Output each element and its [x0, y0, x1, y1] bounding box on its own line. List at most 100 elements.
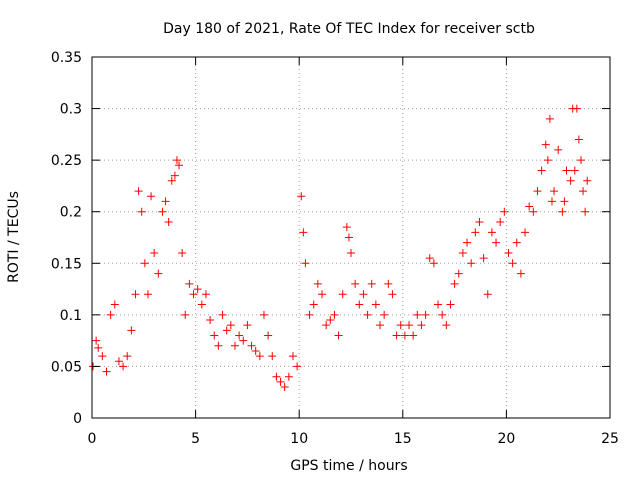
data-point [434, 300, 443, 309]
x-tick-label: 25 [601, 431, 619, 447]
data-point [438, 310, 447, 319]
data-point [226, 321, 235, 330]
data-point [579, 187, 588, 196]
data-point [405, 321, 414, 330]
data-point [170, 171, 179, 180]
data-point [189, 290, 198, 299]
y-tick-label: 0.05 [51, 359, 82, 375]
data-point [313, 279, 322, 288]
data-point [305, 310, 314, 319]
plot-frame [91, 56, 611, 419]
data-point [388, 290, 397, 299]
data-point [243, 321, 252, 330]
data-point [276, 377, 285, 386]
y-tick-label: 0 [73, 411, 82, 427]
data-point [512, 238, 521, 247]
data-point [284, 372, 293, 381]
data-point [492, 238, 501, 247]
data-point [206, 316, 215, 325]
data-point [123, 352, 132, 361]
x-tick-label: 0 [88, 431, 97, 447]
data-point [106, 310, 115, 319]
x-tick-label: 20 [497, 431, 515, 447]
data-point [181, 310, 190, 319]
data-point [560, 197, 569, 206]
data-point [172, 156, 181, 165]
data-point [529, 207, 538, 216]
data-point [342, 223, 351, 232]
data-point [541, 140, 550, 149]
data-point [201, 290, 210, 299]
data-point [392, 331, 401, 340]
data-point [197, 300, 206, 309]
data-point [131, 290, 140, 299]
data-point [574, 135, 583, 144]
data-point [363, 310, 372, 319]
data-point [222, 326, 231, 335]
data-point [110, 300, 119, 309]
data-point [218, 310, 227, 319]
data-point [500, 207, 509, 216]
axis-ticks [91, 56, 611, 419]
data-point [158, 207, 167, 216]
data-point [425, 254, 434, 263]
data-point [504, 248, 513, 257]
data-point [475, 218, 484, 227]
data-point [167, 176, 176, 185]
data-point [471, 228, 480, 237]
data-point [230, 341, 239, 350]
data-point [102, 367, 111, 376]
data-point [140, 259, 149, 268]
y-tick-label: 0.3 [60, 102, 82, 118]
data-point [545, 114, 554, 123]
data-point [251, 346, 260, 355]
tick-labels: 0 5 10 15 20 25 0 0.05 0.1 0.15 0.2 0.25 0.3 0.35 [51, 50, 619, 447]
data-point [496, 218, 505, 227]
chart-title: Day 180 of 2021, Rate Of TEC Index for r… [163, 21, 535, 37]
data-point [442, 321, 451, 330]
data-point [566, 176, 575, 185]
data-point [479, 254, 488, 263]
data-point [326, 316, 335, 325]
data-point [193, 285, 202, 294]
data-point [521, 228, 530, 237]
data-point [359, 290, 368, 299]
data-point [255, 352, 264, 361]
y-tick-label: 0.15 [51, 256, 82, 272]
data-point [380, 310, 389, 319]
data-point [119, 362, 128, 371]
data-point [576, 156, 585, 165]
data-point [264, 331, 273, 340]
data-point [344, 233, 353, 242]
data-point [317, 290, 326, 299]
data-point [554, 145, 563, 154]
data-point [516, 269, 525, 278]
data-point [483, 290, 492, 299]
x-tick-label: 5 [191, 431, 200, 447]
data-point [272, 372, 281, 381]
data-point [247, 341, 256, 350]
data-point [235, 331, 244, 340]
x-axis-label: GPS time / hours [290, 458, 407, 474]
data-point [467, 259, 476, 268]
data-point [330, 310, 339, 319]
data-point [508, 259, 517, 268]
data-point [164, 218, 173, 227]
data-point [446, 300, 455, 309]
data-point [214, 341, 223, 350]
x-tick-label: 15 [394, 431, 412, 447]
y-tick-label: 0.1 [60, 308, 82, 324]
data-point [143, 290, 152, 299]
data-point [210, 331, 219, 340]
data-point [572, 104, 581, 113]
data-point [127, 326, 136, 335]
data-point [550, 187, 559, 196]
data-points [89, 104, 592, 392]
data-point [154, 269, 163, 278]
data-point [581, 207, 590, 216]
data-point [161, 197, 170, 206]
data-point [429, 259, 438, 268]
data-point [259, 310, 268, 319]
data-point [301, 259, 310, 268]
